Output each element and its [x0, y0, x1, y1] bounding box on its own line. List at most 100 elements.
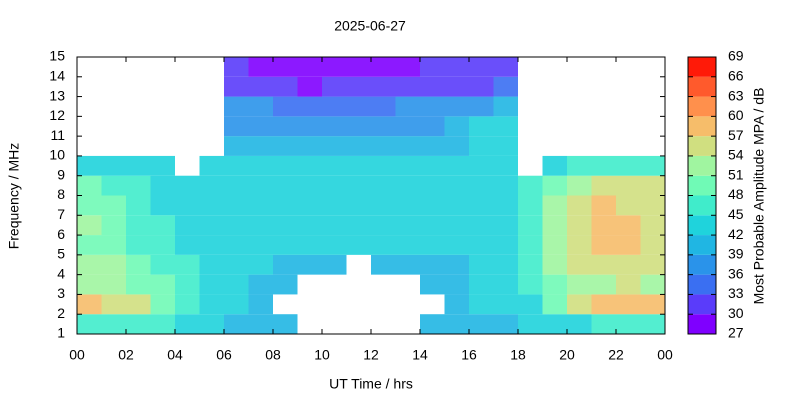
- cell: [616, 175, 641, 196]
- cell: [420, 195, 445, 216]
- cell: [420, 57, 445, 77]
- cell: [126, 235, 151, 255]
- cell: [371, 215, 396, 236]
- cell: [444, 155, 469, 176]
- cell: [518, 314, 543, 334]
- cell: [444, 274, 469, 295]
- cell: [493, 274, 518, 295]
- cell: [297, 175, 322, 196]
- cell: [248, 76, 273, 97]
- cell: [126, 314, 151, 334]
- cell: [493, 314, 518, 334]
- colorbar-band: [688, 76, 716, 97]
- cell: [518, 215, 543, 236]
- cell: [542, 314, 567, 334]
- y-tick-label: 2: [57, 305, 65, 321]
- cell: [616, 254, 641, 275]
- cell: [616, 235, 641, 255]
- cell: [224, 274, 249, 295]
- cell: [175, 215, 200, 236]
- cell: [591, 294, 616, 315]
- cell: [493, 116, 518, 137]
- cell: [297, 215, 322, 236]
- cell: [273, 254, 298, 275]
- cell: [469, 57, 494, 77]
- cell: [126, 195, 151, 216]
- cell: [493, 175, 518, 196]
- cell: [77, 314, 102, 334]
- colorbar-band: [688, 274, 716, 295]
- colorbar-tick-label: 48: [728, 186, 744, 202]
- cell: [640, 175, 665, 196]
- cell: [273, 155, 298, 176]
- cell: [444, 76, 469, 97]
- cell: [469, 116, 494, 137]
- cell: [420, 235, 445, 255]
- cell: [518, 254, 543, 275]
- cell: [199, 155, 224, 176]
- cell: [199, 314, 224, 334]
- cell: [273, 116, 298, 137]
- cell: [444, 215, 469, 236]
- cell: [199, 195, 224, 216]
- cell: [322, 235, 347, 255]
- cell: [224, 235, 249, 255]
- cell: [371, 195, 396, 216]
- cell: [640, 314, 665, 334]
- cell: [322, 57, 347, 77]
- cell: [248, 254, 273, 275]
- cell: [371, 57, 396, 77]
- colorbar-tick-label: 45: [728, 206, 744, 222]
- cell: [444, 57, 469, 77]
- colorbar-tick-label: 63: [728, 87, 744, 103]
- cell: [248, 235, 273, 255]
- cell: [346, 57, 371, 77]
- cell: [322, 175, 347, 196]
- cell: [346, 215, 371, 236]
- cell: [542, 155, 567, 176]
- cell: [591, 215, 616, 236]
- cell: [248, 136, 273, 156]
- cell: [322, 254, 347, 275]
- cell: [248, 96, 273, 117]
- cell: [444, 235, 469, 255]
- cell: [591, 195, 616, 216]
- cell: [101, 235, 126, 255]
- colorbar-band: [688, 235, 716, 255]
- cell: [591, 175, 616, 196]
- cell: [616, 274, 641, 295]
- cell: [322, 195, 347, 216]
- cell: [420, 314, 445, 334]
- cell: [493, 57, 518, 77]
- cell: [640, 195, 665, 216]
- cell: [591, 235, 616, 255]
- cell: [273, 136, 298, 156]
- y-tick-label: 10: [49, 147, 65, 163]
- cell: [224, 57, 249, 77]
- cell: [493, 195, 518, 216]
- cell: [493, 235, 518, 255]
- x-tick-label: 00: [657, 347, 673, 363]
- cell: [591, 274, 616, 295]
- cell: [77, 274, 102, 295]
- cell: [469, 294, 494, 315]
- cell: [616, 215, 641, 236]
- colorbar-tick-label: 39: [728, 246, 744, 262]
- cell: [346, 155, 371, 176]
- cell: [248, 294, 273, 315]
- cell: [199, 294, 224, 315]
- cell: [273, 76, 298, 97]
- cell: [297, 235, 322, 255]
- cell: [273, 57, 298, 77]
- cell: [322, 76, 347, 97]
- cell: [420, 136, 445, 156]
- y-tick-label: 9: [57, 166, 65, 182]
- cell: [567, 175, 592, 196]
- colorbar-tick-label: 69: [728, 48, 744, 64]
- cell: [493, 136, 518, 156]
- x-axis-label: UT Time / hrs: [329, 376, 413, 392]
- cell: [248, 274, 273, 295]
- cell: [616, 155, 641, 176]
- cell: [395, 215, 420, 236]
- y-tick-label: 5: [57, 246, 65, 262]
